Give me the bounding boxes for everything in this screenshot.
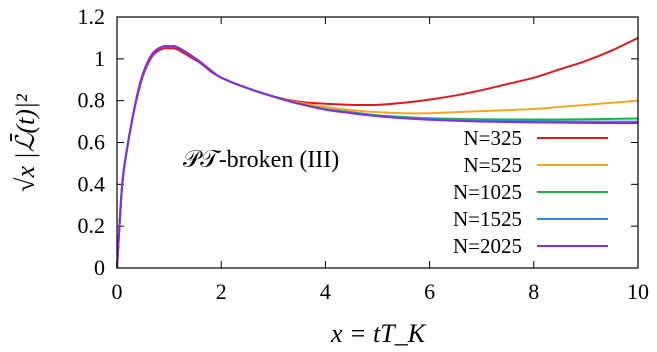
legend-label: N=1525 bbox=[453, 207, 522, 231]
y-tick-label: 0.2 bbox=[78, 213, 106, 238]
x-tick-label: 10 bbox=[627, 279, 649, 304]
series-layer bbox=[116, 37, 639, 269]
y-tick-label: 0 bbox=[94, 255, 105, 280]
chart-annotation: 𝒫𝒯-broken (III) bbox=[183, 147, 339, 173]
series-line-5 bbox=[116, 45, 639, 269]
y-axis-label: √x |ℒ̄(t)|² bbox=[9, 93, 40, 192]
ticks-layer: 0 2 4 6 8 10 0 0.2 0.4 0.6 0.8 1 1.2 bbox=[78, 4, 650, 304]
x-axis-label: x = tT_K bbox=[330, 319, 427, 348]
y-tick-label: 0.8 bbox=[78, 88, 106, 113]
legend-label: N=2025 bbox=[453, 234, 522, 258]
plot-frame bbox=[116, 16, 639, 269]
x-tick-label: 8 bbox=[528, 279, 539, 304]
x-tick-label: 0 bbox=[112, 279, 123, 304]
legend-label: N=525 bbox=[463, 153, 522, 177]
x-tick-label: 2 bbox=[216, 279, 227, 304]
y-tick-label: 1 bbox=[94, 46, 105, 71]
x-tick-label: 4 bbox=[320, 279, 331, 304]
legend-label: N=325 bbox=[463, 126, 522, 150]
legend: N=325 N=525 N=1025 N=1525 N=2025 bbox=[453, 126, 608, 258]
y-tick-label: 1.2 bbox=[78, 4, 106, 29]
x-tick-label: 6 bbox=[424, 279, 435, 304]
y-tick-label: 0.4 bbox=[78, 171, 106, 196]
legend-label: N=1025 bbox=[453, 180, 522, 204]
y-tick-label: 0.6 bbox=[78, 130, 106, 155]
